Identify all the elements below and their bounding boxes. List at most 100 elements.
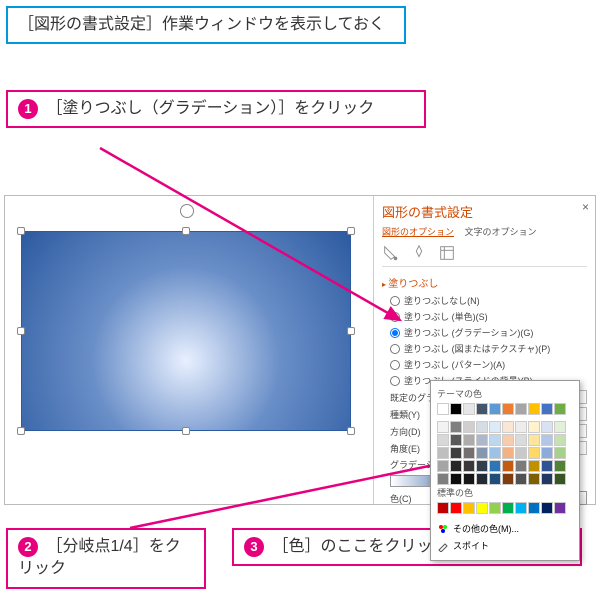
rotate-handle[interactable] — [180, 204, 194, 218]
color-swatch[interactable] — [554, 502, 566, 514]
color-swatch[interactable] — [476, 460, 488, 472]
palette-icon — [437, 523, 449, 535]
color-swatch[interactable] — [489, 473, 501, 485]
color-swatch[interactable] — [541, 447, 553, 459]
color-swatch[interactable] — [554, 460, 566, 472]
color-swatch[interactable] — [489, 447, 501, 459]
color-swatch[interactable] — [515, 421, 527, 433]
tab-text-options[interactable]: 文字のオプション — [465, 227, 537, 237]
color-swatch[interactable] — [502, 421, 514, 433]
color-swatch[interactable] — [437, 447, 449, 459]
color-swatch[interactable] — [515, 403, 527, 415]
color-swatch[interactable] — [528, 421, 540, 433]
color-swatch[interactable] — [554, 447, 566, 459]
color-swatch[interactable] — [502, 447, 514, 459]
color-swatch[interactable] — [450, 447, 462, 459]
theme-colors-label: テーマの色 — [437, 387, 573, 400]
fill-section-header[interactable]: 塗りつぶし — [382, 275, 587, 290]
color-swatch[interactable] — [554, 473, 566, 485]
color-swatch[interactable] — [528, 434, 540, 446]
color-swatch[interactable] — [437, 434, 449, 446]
color-swatch[interactable] — [476, 473, 488, 485]
resize-handle[interactable] — [17, 427, 25, 435]
resize-handle[interactable] — [347, 227, 355, 235]
color-swatch[interactable] — [502, 403, 514, 415]
color-swatch[interactable] — [541, 434, 553, 446]
fill-line-icon[interactable] — [382, 244, 400, 262]
color-swatch[interactable] — [463, 434, 475, 446]
color-swatch[interactable] — [463, 460, 475, 472]
color-swatch[interactable] — [437, 502, 449, 514]
color-swatch[interactable] — [541, 403, 553, 415]
color-swatch[interactable] — [541, 421, 553, 433]
color-swatch[interactable] — [502, 473, 514, 485]
color-swatch[interactable] — [463, 421, 475, 433]
color-swatch[interactable] — [554, 434, 566, 446]
color-swatch[interactable] — [489, 403, 501, 415]
selected-shape[interactable] — [21, 231, 351, 431]
color-swatch[interactable] — [476, 403, 488, 415]
color-swatch[interactable] — [528, 403, 540, 415]
color-swatch[interactable] — [437, 421, 449, 433]
color-swatch[interactable] — [528, 460, 540, 472]
color-swatch[interactable] — [489, 421, 501, 433]
color-swatch[interactable] — [528, 502, 540, 514]
color-swatch[interactable] — [463, 502, 475, 514]
color-swatch[interactable] — [450, 473, 462, 485]
resize-handle[interactable] — [182, 227, 190, 235]
color-swatch[interactable] — [450, 502, 462, 514]
effects-icon[interactable] — [410, 244, 428, 262]
color-swatch[interactable] — [489, 502, 501, 514]
eyedropper-item[interactable]: スポイト — [437, 537, 573, 554]
radio-no-fill[interactable]: 塗りつぶしなし(N) — [390, 294, 587, 307]
color-swatch[interactable] — [515, 434, 527, 446]
color-swatch[interactable] — [463, 403, 475, 415]
color-swatch[interactable] — [502, 434, 514, 446]
color-swatch[interactable] — [554, 403, 566, 415]
color-swatch[interactable] — [541, 460, 553, 472]
color-swatch[interactable] — [489, 434, 501, 446]
color-swatch[interactable] — [502, 502, 514, 514]
radio-solid-fill[interactable]: 塗りつぶし (単色)(S) — [390, 310, 587, 323]
color-swatch[interactable] — [528, 473, 540, 485]
color-swatch[interactable] — [476, 421, 488, 433]
color-swatch[interactable] — [450, 403, 462, 415]
color-swatch[interactable] — [450, 434, 462, 446]
resize-handle[interactable] — [17, 327, 25, 335]
color-swatch[interactable] — [450, 460, 462, 472]
color-swatch[interactable] — [489, 460, 501, 472]
color-swatch[interactable] — [437, 460, 449, 472]
resize-handle[interactable] — [347, 427, 355, 435]
color-swatch[interactable] — [554, 421, 566, 433]
color-swatch[interactable] — [450, 421, 462, 433]
callout-intro: ［図形の書式設定］作業ウィンドウを表示しておく — [6, 6, 406, 44]
color-swatch[interactable] — [463, 473, 475, 485]
radio-gradient-fill[interactable]: 塗りつぶし (グラデーション)(G) — [390, 326, 587, 339]
color-swatch[interactable] — [515, 460, 527, 472]
color-swatch[interactable] — [502, 460, 514, 472]
color-swatch[interactable] — [515, 502, 527, 514]
radio-picture-fill[interactable]: 塗りつぶし (図またはテクスチャ)(P) — [390, 342, 587, 355]
resize-handle[interactable] — [17, 227, 25, 235]
panel-title: 図形の書式設定 — [382, 202, 587, 221]
resize-handle[interactable] — [182, 427, 190, 435]
color-swatch[interactable] — [541, 473, 553, 485]
step1-text: ［塗りつぶし（グラデーション）］をクリック — [46, 100, 374, 117]
color-swatch[interactable] — [515, 447, 527, 459]
color-swatch[interactable] — [541, 502, 553, 514]
color-swatch[interactable] — [515, 473, 527, 485]
color-swatch[interactable] — [476, 447, 488, 459]
canvas[interactable] — [5, 196, 375, 504]
color-swatch[interactable] — [437, 403, 449, 415]
more-colors-item[interactable]: その他の色(M)... — [437, 520, 573, 537]
resize-handle[interactable] — [347, 327, 355, 335]
color-swatch[interactable] — [437, 473, 449, 485]
color-swatch[interactable] — [528, 447, 540, 459]
size-icon[interactable] — [438, 244, 456, 262]
color-swatch[interactable] — [463, 447, 475, 459]
color-swatch[interactable] — [476, 434, 488, 446]
color-swatch[interactable] — [476, 502, 488, 514]
close-icon[interactable]: × — [582, 200, 589, 214]
tab-shape-options[interactable]: 図形のオプション — [382, 227, 454, 237]
radio-pattern-fill[interactable]: 塗りつぶし (パターン)(A) — [390, 358, 587, 371]
